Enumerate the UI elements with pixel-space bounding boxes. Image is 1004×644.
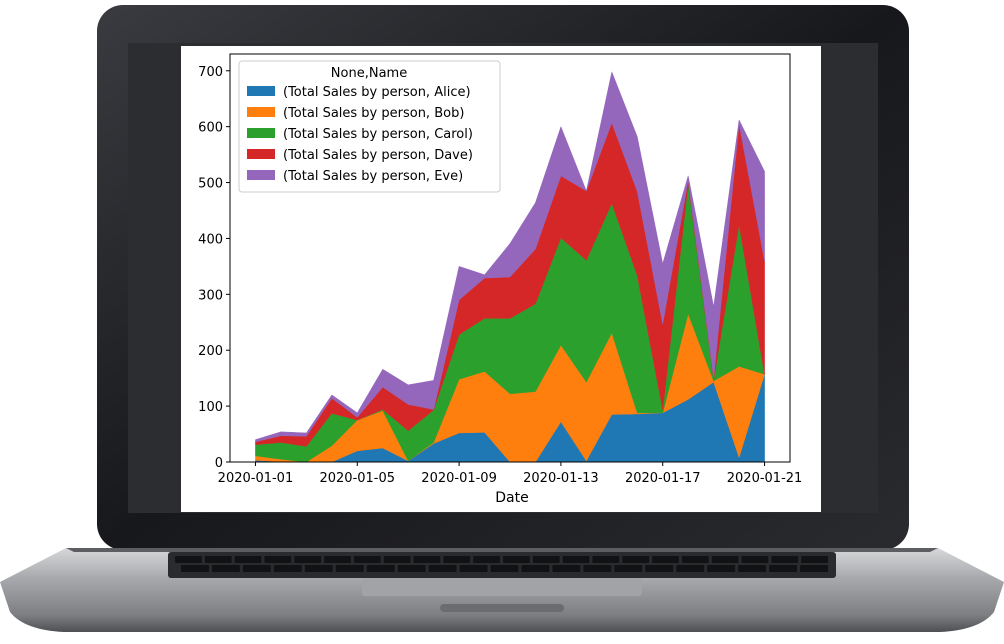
legend-swatch <box>247 107 275 117</box>
area-series <box>255 71 765 443</box>
y-tick-label: 600 <box>198 121 223 136</box>
key <box>490 565 519 572</box>
keyboard-keys <box>175 556 828 572</box>
key <box>771 556 799 563</box>
key <box>459 565 488 572</box>
key <box>335 565 364 572</box>
key <box>583 565 612 572</box>
key <box>181 565 209 572</box>
key <box>273 565 302 572</box>
legend-swatch <box>247 149 275 159</box>
y-tick-label: 500 <box>198 177 223 192</box>
legend-label: (Total Sales by person, Dave) <box>283 148 473 163</box>
legend-label: (Total Sales by person, Carol) <box>283 127 473 142</box>
key <box>383 556 411 563</box>
legend-label: (Total Sales by person, Bob) <box>283 106 464 121</box>
legend-entries: (Total Sales by person, Alice) (Total Sal… <box>247 85 473 184</box>
legend-label: (Total Sales by person, Eve) <box>283 169 463 184</box>
key <box>676 565 705 572</box>
x-axis-label: Date <box>495 490 528 506</box>
key <box>397 565 426 572</box>
key <box>622 556 650 563</box>
key <box>204 556 232 563</box>
area-series-group <box>255 71 765 463</box>
key <box>234 556 262 563</box>
key <box>175 556 202 563</box>
legend-label: (Total Sales by person, Alice) <box>283 85 471 100</box>
key <box>443 556 471 563</box>
key <box>366 565 395 572</box>
x-tick-label: 2020-01-17 <box>625 471 701 486</box>
key <box>614 565 643 572</box>
key <box>324 556 351 563</box>
laptop-front-notch <box>440 604 564 612</box>
key <box>428 565 457 572</box>
legend-swatch <box>247 128 275 138</box>
x-tick-label: 2020-01-09 <box>421 471 497 486</box>
y-tick-label: 100 <box>198 400 223 415</box>
key <box>552 565 581 572</box>
x-tick-label: 2020-01-01 <box>218 471 294 486</box>
x-axis: 2020-01-01 2020-01-05 2020-01-09 2020-01-13… <box>218 462 803 486</box>
key <box>532 556 560 563</box>
legend: None,Name (Total Sales by person, Alice)… <box>238 60 501 193</box>
legend-swatch <box>247 170 275 180</box>
plot-panel: 0 100 200 300 400 500 600 700 2020-01-01 2020-01… <box>181 46 821 512</box>
key <box>652 556 679 563</box>
y-tick-label: 400 <box>198 232 223 247</box>
key <box>264 556 292 563</box>
key <box>741 556 769 563</box>
legend-title: None,Name <box>331 66 407 81</box>
x-tick-label: 2020-01-13 <box>523 471 599 486</box>
key <box>353 556 381 563</box>
key <box>294 556 322 563</box>
plot-frame <box>229 53 791 463</box>
key <box>769 565 798 572</box>
key <box>413 556 441 563</box>
key <box>473 556 500 563</box>
key <box>800 565 828 572</box>
key <box>562 556 590 563</box>
key <box>707 565 736 572</box>
y-tick-label: 700 <box>198 65 223 80</box>
y-tick-label: 300 <box>198 288 223 303</box>
trackpad <box>362 578 642 596</box>
legend-swatch <box>247 86 275 96</box>
key <box>681 556 709 563</box>
key <box>521 565 550 572</box>
key <box>503 556 530 563</box>
key <box>304 565 333 572</box>
y-axis: 0 100 200 300 400 500 600 700 <box>198 65 230 471</box>
x-tick-label: 2020-01-21 <box>727 471 803 486</box>
key <box>242 565 271 572</box>
legend-box <box>238 60 501 193</box>
key <box>801 556 828 563</box>
y-tick-label: 0 <box>215 456 223 471</box>
key <box>738 565 767 572</box>
key <box>645 565 674 572</box>
x-tick-label: 2020-01-05 <box>319 471 395 486</box>
key <box>211 565 240 572</box>
y-tick-label: 200 <box>198 344 223 359</box>
key <box>711 556 739 563</box>
key <box>592 556 620 563</box>
laptop-hinge <box>66 548 938 552</box>
